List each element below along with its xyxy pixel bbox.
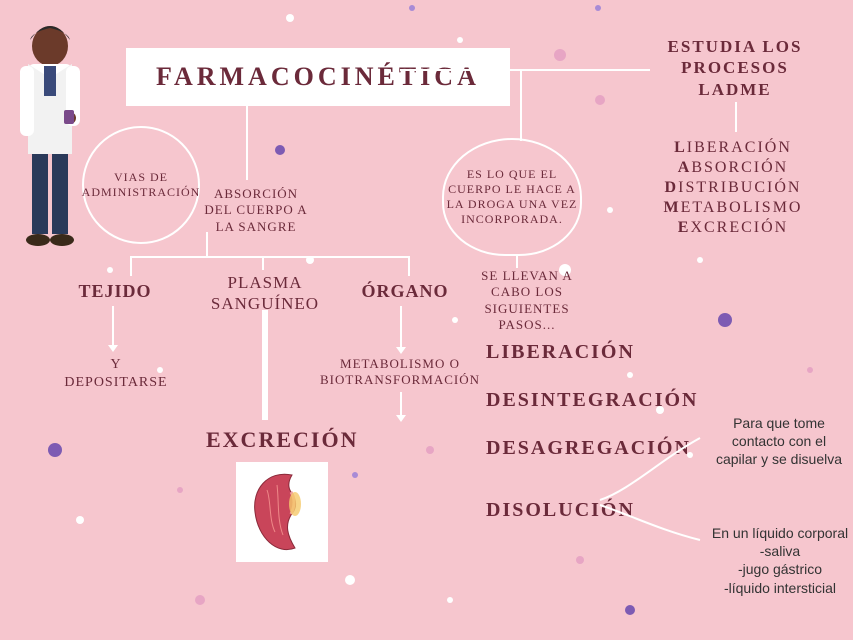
ladme-header: ESTUDIA LOSPROCESOSLADME: [640, 36, 830, 100]
decorative-dot: [275, 145, 285, 155]
decorative-dot: [595, 95, 605, 105]
kidney-image: [236, 462, 328, 562]
decorative-dot: [426, 446, 434, 454]
decorative-dot: [76, 516, 84, 524]
vias-node: VIAS DEADMINISTRACIÓN: [82, 126, 200, 244]
ladme-row: ABSORCIÓN: [648, 158, 818, 178]
metabolismo-node: METABOLISMO OBIOTRANSFORMACIÓN: [300, 356, 500, 389]
decorative-dot: [554, 49, 566, 61]
decorative-dot: [447, 597, 453, 603]
side-note-1: Para que tomecontacto con elcapilar y se…: [704, 414, 853, 469]
decorative-dot: [107, 267, 113, 273]
decorative-dot: [576, 556, 584, 564]
decorative-dot: [352, 472, 358, 478]
absorcion-node: ABSORCIÓNDEL CUERPO ALA SANGRE: [186, 186, 326, 235]
decorative-dot: [627, 372, 633, 378]
depositarse-node: YDEPOSITARSE: [56, 356, 176, 391]
decorative-dot: [807, 367, 813, 373]
title-box: FARMACOCINÉTICA: [126, 48, 510, 106]
organo-node: ÓRGANO: [350, 280, 460, 303]
steps-intro: SE LLEVAN ACABO LOSSIGUIENTESPASOS...: [462, 268, 592, 333]
step-liberación: LIBERACIÓN: [486, 340, 635, 365]
decorative-dot: [345, 575, 355, 585]
step-disolución: DISOLUCIÓN: [486, 498, 635, 523]
decorative-dot: [625, 605, 635, 615]
decorative-dot: [452, 317, 458, 323]
decorative-dot: [286, 14, 294, 22]
decorative-dot: [457, 37, 463, 43]
decorative-dot: [195, 595, 205, 605]
step-desintegración: DESINTEGRACIÓN: [486, 388, 698, 413]
ladme-row: DISTRIBUCIÓN: [648, 178, 818, 198]
plasma-node: PLASMASANGUÍNEO: [200, 272, 330, 315]
decorative-dot: [409, 5, 415, 11]
decorative-dot: [48, 443, 62, 457]
decorative-dot: [697, 257, 703, 263]
excrecion-node: EXCRECIÓN: [206, 426, 346, 454]
decorative-dot: [718, 313, 732, 327]
doctor-illustration: [10, 18, 100, 268]
step-desagregación: DESAGREGACIÓN: [486, 436, 691, 461]
ladme-row: LIBERACIÓN: [648, 138, 818, 158]
decorative-dot: [177, 487, 183, 493]
title-text: FARMACOCINÉTICA: [156, 62, 480, 91]
side-note-2: En un líquido corporal-saliva-jugo gástr…: [700, 524, 853, 597]
ladme-acronym: LIBERACIÓNABSORCIÓNDISTRIBUCIÓNMETABOLIS…: [648, 138, 818, 238]
definition-node: ES LO QUE ELCUERPO LE HACE ALA DROGA UNA…: [442, 138, 582, 256]
decorative-dot: [607, 207, 613, 213]
decorative-dot: [595, 5, 601, 11]
ladme-row: EXCRECIÓN: [648, 218, 818, 238]
tejido-node: TEJIDO: [70, 280, 160, 303]
ladme-row: METABOLISMO: [648, 198, 818, 218]
